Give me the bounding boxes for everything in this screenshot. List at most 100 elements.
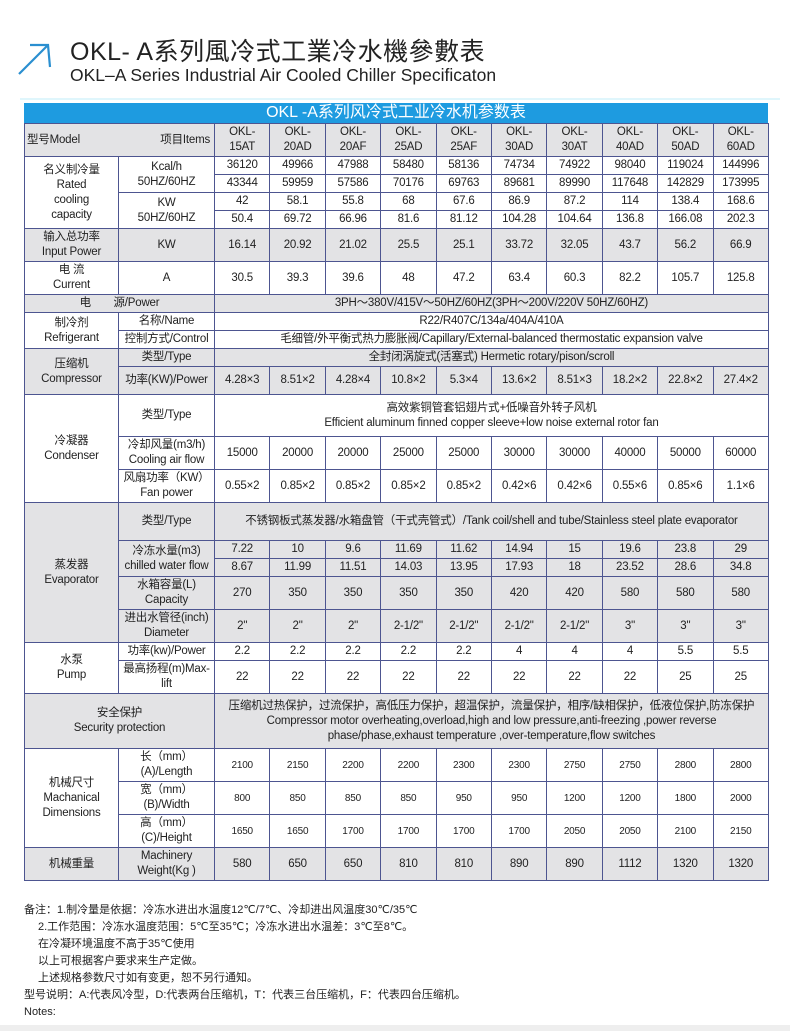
evaporator-diameter-value: 3" (657, 609, 714, 643)
cap-kcal-60-value: 142829 (657, 174, 714, 193)
security-label-cell: 安全保护 Security protection (24, 693, 215, 749)
dims-length-value: 2300 (435, 748, 492, 782)
cap-kcal-50-value: 58480 (380, 156, 437, 175)
dims-height-value: 2050 (546, 814, 603, 848)
refrigerant-name-value-cell: R22/R407C/134a/404A/410A (214, 312, 769, 331)
cap-kcal-60-value: 70176 (380, 174, 437, 193)
note-line: 以上可根据客户要求来生产定做。 (38, 955, 203, 967)
evaporator-diameter-value: 2" (324, 609, 382, 643)
cap-kw-60-value: 81.12 (435, 210, 492, 229)
table-row: 压缩机 Compressor 类型/Type 全封闭涡旋式(活塞式) Hermeti… (24, 348, 769, 395)
evaporator-chilled-1-value: 11.69 (380, 540, 437, 559)
evaporator-type-value-cell: 不锈钢板式蒸发器/水箱盘管（干式壳管式）/Tank coil/shell and… (214, 502, 769, 541)
current-values-value: 105.7 (657, 261, 714, 295)
note-line: 2.工作范围：冷冻水温度范围：5℃至35℃；冷冻水进出水温差：3℃至8℃。 (38, 921, 414, 933)
evaporator-chilled-2-value: 34.8 (712, 558, 769, 577)
condenser-airflow-value: 20000 (269, 436, 326, 470)
table-row: 机械尺寸 Machanical Dimensions 长（mm）(A)/Lengt… (24, 748, 769, 848)
current-values-value: 125.8 (712, 261, 769, 295)
note-line: 上述规格参数尺寸如有变更，恕不另行通知。 (38, 972, 258, 984)
condenser-fan-value: 0.55×2 (213, 469, 271, 503)
cap-kw-unit-cell: KW 50HZ/60HZ (118, 192, 215, 229)
cap-kw-60-value: 81.6 (380, 210, 437, 229)
condenser-airflow-value: 50000 (657, 436, 714, 470)
evaporator-chilled-2-value: 18 (546, 558, 603, 577)
compressor-power-value: 4.28×4 (324, 366, 382, 395)
pump-power-value: 4 (601, 642, 659, 661)
table-row: 制冷剂 Refrigerant 名称/Name R22/R407C/134a/404… (24, 312, 769, 349)
pump-lift-value: 25 (657, 660, 714, 694)
table-row: 宽（mm）(B)/Width 800 850 850 850 950 950 1200 1200… (25, 781, 769, 815)
cap-kcal-50-value: 98040 (601, 156, 659, 175)
dims-length-value: 2100 (213, 748, 271, 782)
input-values-value: 32.05 (546, 228, 603, 262)
condenser-label-cell: 冷凝器 Condenser (24, 394, 119, 503)
dims-length-value: 2800 (712, 748, 769, 782)
dims-height-value: 1700 (490, 814, 548, 848)
evaporator-chilled-2-value: 8.67 (213, 558, 271, 577)
cap-kw-60-value: 66.96 (324, 210, 382, 229)
evaporator-capacity-value: 350 (269, 576, 326, 610)
dims-height-label-cell: 高（mm）(C)/Height (118, 814, 215, 848)
condenser-airflow-value: 15000 (213, 436, 271, 470)
refrigerant-label-cell: 制冷剂 Refrigerant (24, 312, 119, 349)
pump-power-value: 4 (490, 642, 548, 661)
condenser-airflow-value: 60000 (712, 436, 769, 470)
compressor-power-value: 13.6×2 (490, 366, 548, 395)
evaporator-chilled-1-value: 15 (546, 540, 603, 559)
header-models-value: OKL- 25AD (380, 123, 437, 157)
compressor-label-cell: 压缩机 Compressor (24, 348, 119, 395)
pump-power-value: 2.2 (324, 642, 382, 661)
pump-lift-value: 22 (601, 660, 659, 694)
input-values-value: 33.72 (490, 228, 548, 262)
evaporator-chilled-1-value: 11.62 (435, 540, 492, 559)
table-row: 50.4 69.72 66.96 81.6 81.12 104.28 104.64 136.8… (25, 210, 769, 229)
evaporator-chilled-1-value: 7.22 (213, 540, 271, 559)
cap-kw-60-value: 50.4 (213, 210, 271, 229)
page-subtitle: OKL–A Series Industrial Air Cooled Chill… (70, 65, 497, 85)
table-row: 风扇功率（KW） Fan power 0.55×2 0.85×2 0.85×2 0.85… (25, 469, 769, 503)
evaporator-chilled-2-value: 13.95 (435, 558, 492, 577)
cap-kcal-60-value: 57586 (324, 174, 382, 193)
header-models-value: OKL- 50AD (657, 123, 714, 157)
pump-power-value: 5.5 (657, 642, 714, 661)
compressor-power-value: 10.8×2 (380, 366, 437, 395)
dims-height-value: 2150 (712, 814, 769, 848)
compressor-power-value: 27.4×2 (712, 366, 769, 395)
dims-height-value: 1650 (213, 814, 271, 848)
dims-height-value: 1700 (435, 814, 492, 848)
header-models-value: OKL- 25AF (435, 123, 492, 157)
content: OKL -A系列风冷式工业冷水机参数表 型号Model 项目Items OKL- 1… (24, 103, 769, 1025)
table-row: 冷凝器 Condenser 类型/Type 高效紫铜管套铝翅片式+低噪音外转子风机 … (24, 394, 769, 503)
cap-kw-50-value: 55.8 (324, 192, 382, 211)
condenser-fan-value: 0.85×2 (380, 469, 437, 503)
note-line: 型号说明：A:代表风冷型，D:代表两台压缩机，T：代表三台压缩机，F：代表四台压… (24, 989, 466, 1001)
cap-kcal-unit-cell: Kcal/h 50HZ/60HZ (118, 156, 215, 193)
evaporator-chilled-label-cell: 冷冻水量(m3) chilled water flow (118, 540, 215, 577)
dims-length-value: 2300 (490, 748, 548, 782)
note-line: 备注：1.制冷量是依据：冷冻水进出水温度12℃/7℃、冷却进出风温度30℃/35… (24, 904, 418, 916)
input-values-value: 20.92 (269, 228, 326, 262)
header-models-value: OKL- 30AD (490, 123, 548, 157)
power-value-cell: 3PH～380V/415V～50HZ/60HZ(3PH～200V/220V 50… (214, 294, 769, 313)
table-row: 43344 59959 57586 70176 69763 89681 89990 11764… (25, 174, 769, 193)
evaporator-chilled-2-value: 28.6 (657, 558, 714, 577)
condenser-airflow-value: 20000 (324, 436, 382, 470)
pump-lift-value: 25 (712, 660, 769, 694)
input-values-value: 25.5 (380, 228, 437, 262)
page-header: OKL- A系列風冷式工業冷水機參數表 OKL–A Series Industr… (0, 0, 790, 103)
compressor-type-value-cell: 全封闭涡旋式(活塞式) Hermetic rotary/pison/scroll (214, 348, 769, 367)
table-row: 电 源/Power 3PH～380V/415V～50HZ/60HZ(3PH～200… (24, 294, 769, 313)
dims-width-value: 2000 (712, 781, 769, 815)
cap-kw-60-value: 136.8 (601, 210, 659, 229)
dims-height-value: 1700 (324, 814, 382, 848)
condenser-type-label-cell: 类型/Type (118, 394, 215, 437)
cap-kw-50-value: 67.6 (435, 192, 492, 211)
cap-kw-50-value: 168.6 (712, 192, 769, 211)
evaporator-chilled-2-value: 11.51 (324, 558, 382, 577)
current-values-value: 60.3 (546, 261, 603, 295)
cap-kcal-60-value: 69763 (435, 174, 492, 193)
weight-values-value: 1320 (657, 847, 714, 881)
evaporator-diameter-value: 3" (712, 609, 769, 643)
dims-width-value: 1800 (657, 781, 714, 815)
